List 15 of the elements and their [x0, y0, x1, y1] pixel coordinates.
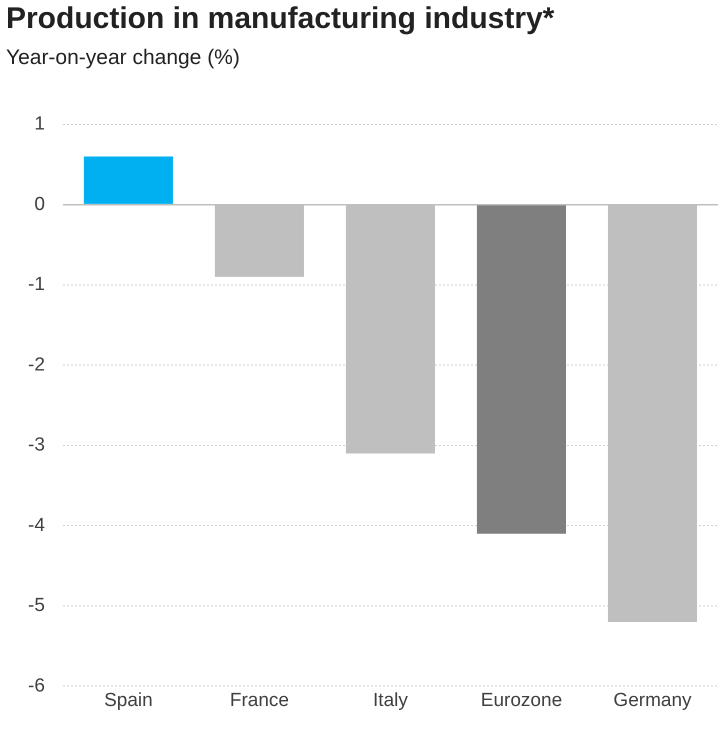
- y-tick-label: -6: [28, 675, 45, 696]
- y-tick-label: 0: [34, 194, 45, 215]
- y-tick-label: -3: [28, 434, 45, 456]
- chart-title: Production in manufacturing industry*: [6, 2, 554, 36]
- chart-subtitle: Year-on-year change (%): [6, 46, 240, 70]
- y-tick-label: -5: [28, 595, 45, 616]
- x-tick-label: France: [230, 690, 289, 711]
- x-tick-label: Eurozone: [480, 690, 562, 711]
- x-tick-label: Spain: [104, 690, 153, 711]
- y-tick-label: -4: [28, 514, 46, 536]
- y-tick-label: -1: [28, 274, 45, 296]
- x-tick-label: Germany: [613, 690, 692, 711]
- y-tick-label: -2: [28, 354, 45, 376]
- x-tick-label: Italy: [373, 690, 408, 711]
- y-tick-label: 1: [34, 114, 45, 135]
